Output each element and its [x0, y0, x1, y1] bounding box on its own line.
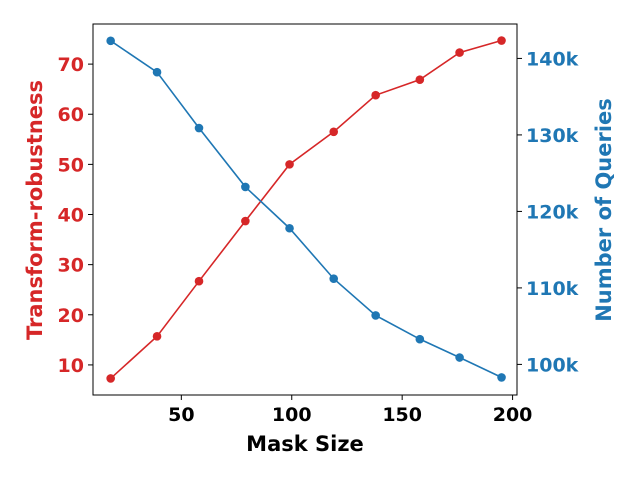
- robustness-data-point: [455, 48, 464, 57]
- queries-data-point: [106, 36, 115, 46]
- left-y-axis: 10 20 30 40 50 60 70: [58, 54, 93, 377]
- robustness-data-point: [497, 36, 506, 45]
- right-y-tick-label: 100k: [526, 354, 579, 376]
- right-y-tick-label: 120k: [526, 201, 579, 223]
- x-axis-label: Mask Size: [246, 432, 364, 456]
- robustness-data-point: [285, 160, 294, 169]
- robustness-data-point: [371, 90, 380, 100]
- x-tick-label: 50: [168, 404, 194, 426]
- left-y-tick-label: 70: [58, 54, 84, 76]
- x-tick-label: 100: [272, 404, 312, 426]
- right-y-axis-label: Number of Queries: [592, 98, 616, 322]
- queries-data-point: [415, 334, 425, 344]
- plot-area: [92, 23, 518, 396]
- queries-data-point: [285, 223, 294, 233]
- queries-data-point: [329, 274, 339, 284]
- left-y-tick-label: 40: [58, 205, 84, 227]
- robustness-series-line: [110, 39, 502, 380]
- queries-data-point: [455, 353, 464, 362]
- robustness-data-point: [415, 75, 425, 84]
- queries-series-line: [110, 40, 502, 379]
- left-y-tick-label: 10: [58, 355, 84, 377]
- left-y-tick-label: 60: [58, 104, 84, 126]
- x-axis: 50 100 150 200: [168, 395, 532, 426]
- x-tick-label: 150: [382, 404, 422, 426]
- left-y-axis-label: Transform-robustness: [23, 80, 47, 340]
- right-y-axis: 100k 110k 120k 130k 140k: [517, 48, 579, 376]
- queries-data-point: [497, 373, 506, 382]
- robustness-data-point: [106, 374, 115, 383]
- right-y-tick-label: 140k: [526, 48, 579, 70]
- queries-data-point: [371, 311, 380, 320]
- left-y-tick-label: 50: [58, 154, 84, 176]
- robustness-data-point: [241, 216, 250, 226]
- queries-data-point: [194, 123, 204, 133]
- queries-data-point: [152, 67, 162, 77]
- robustness-data-point: [194, 276, 204, 286]
- right-y-tick-label: 110k: [526, 278, 579, 300]
- series-layer: [106, 36, 506, 383]
- right-y-tick-label: 130k: [526, 125, 579, 147]
- robustness-data-point: [329, 127, 339, 137]
- queries-data-point: [241, 182, 250, 192]
- robustness-data-point: [152, 332, 162, 341]
- left-y-tick-label: 20: [58, 305, 84, 327]
- x-tick-label: 200: [493, 404, 533, 426]
- left-y-tick-label: 30: [58, 255, 84, 277]
